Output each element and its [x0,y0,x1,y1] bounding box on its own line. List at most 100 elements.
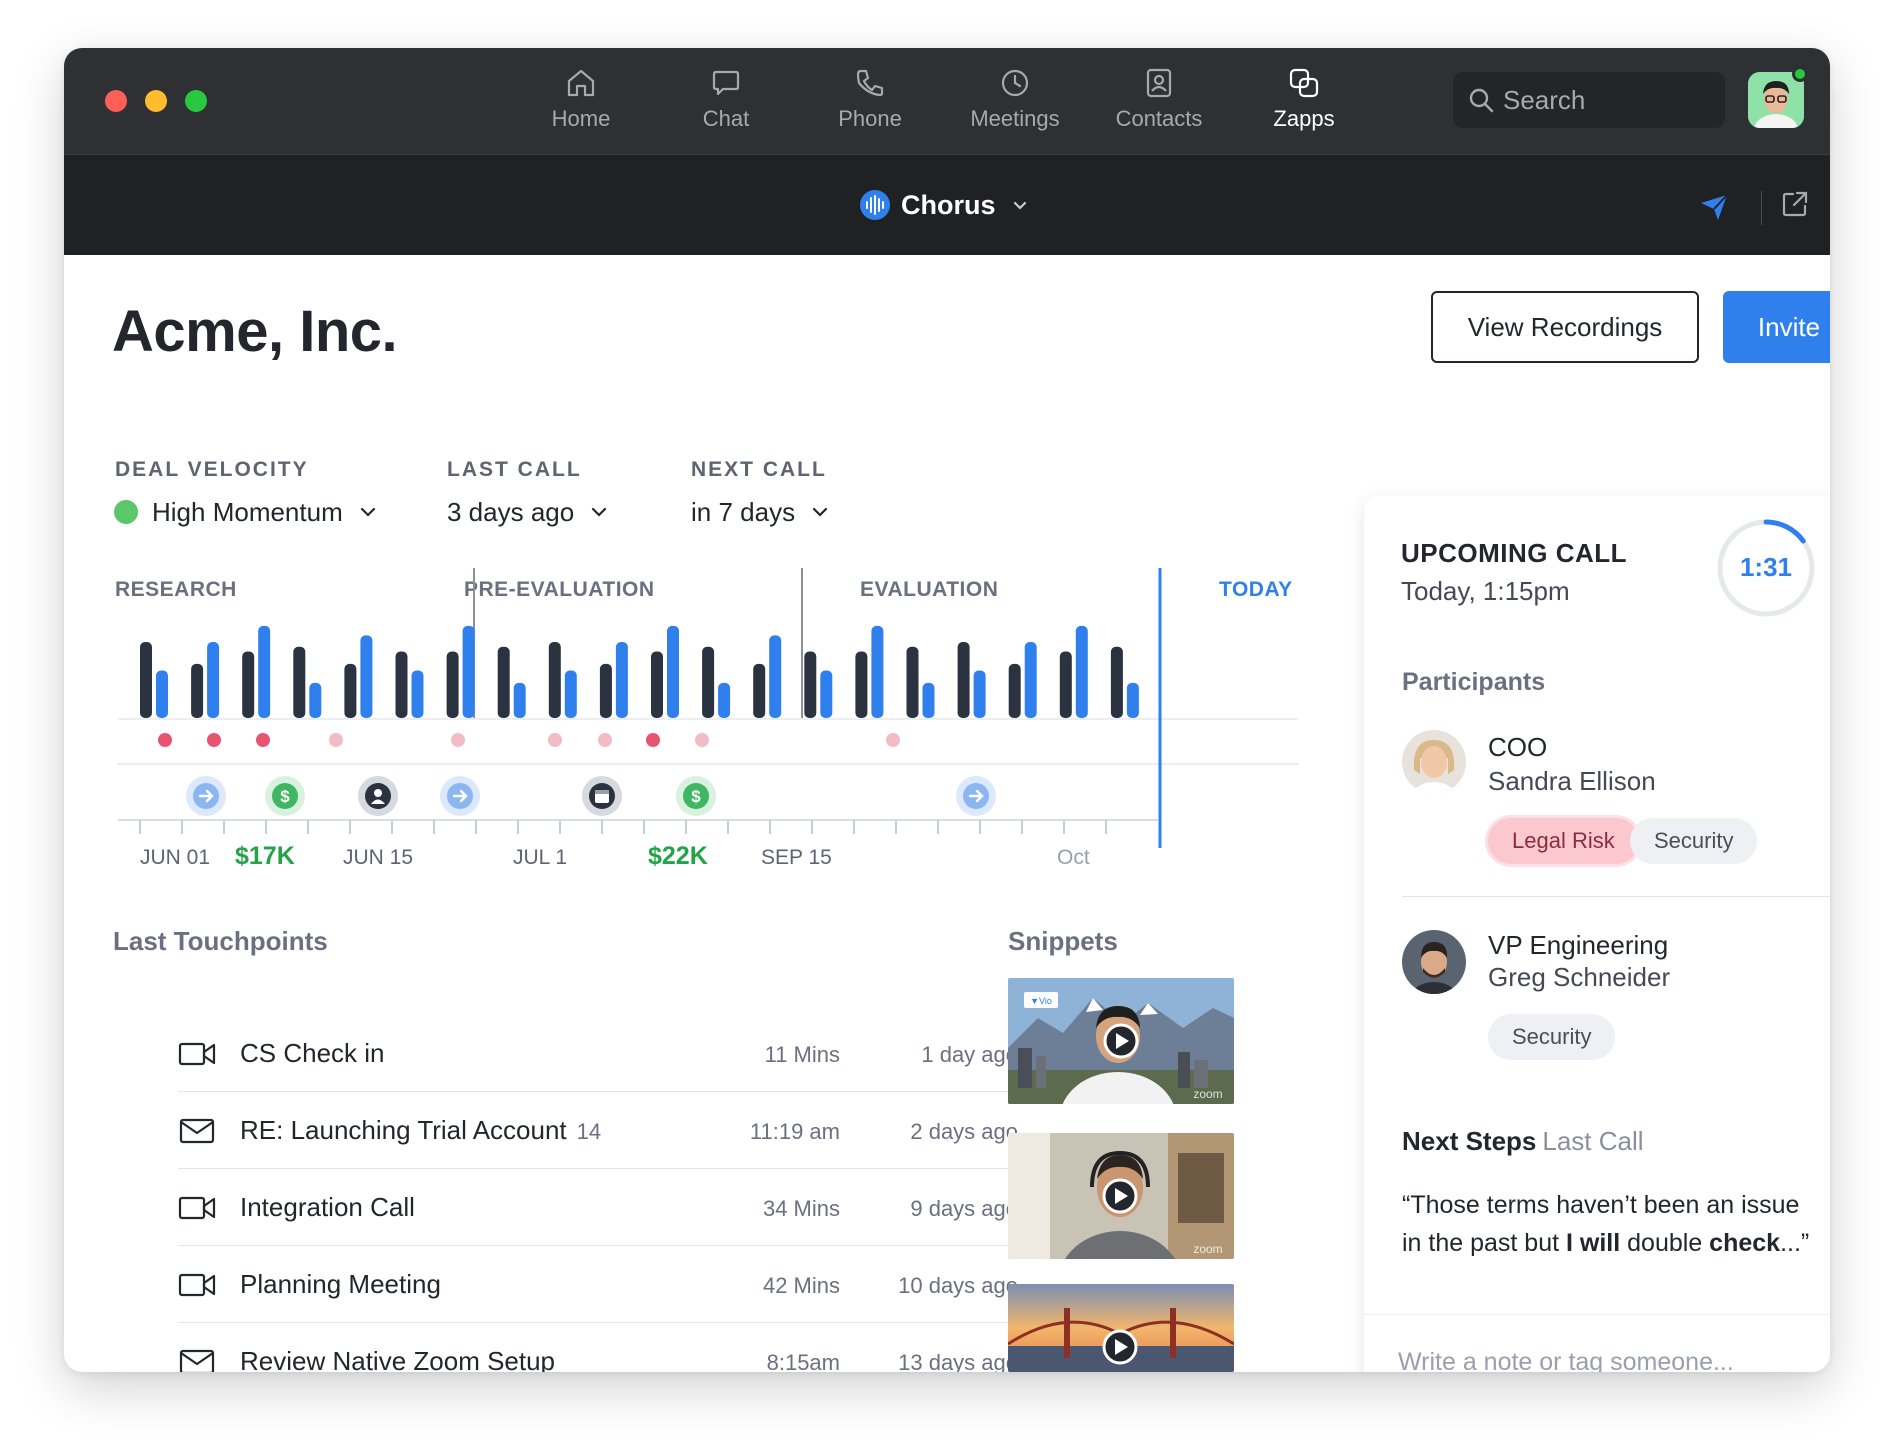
activity-bar-blue [922,682,935,718]
activity-bar-blue [615,642,628,718]
tag-security[interactable]: Security [1488,1014,1616,1060]
last-call-dropdown[interactable]: 3 days ago [447,492,610,532]
tag-security[interactable]: Security [1630,818,1758,864]
nav-zapps[interactable]: Zapps [1239,66,1369,138]
axis-label: JUN 15 [343,846,413,869]
activity-bar-blue [462,625,475,718]
touchpoint-ago: 2 days ago [910,1119,1018,1144]
nav-contacts[interactable]: Contacts [1094,66,1224,138]
zapps-icon [1289,68,1319,98]
dollar-glyph: $ [691,787,701,806]
snippet-thumbnail-1: ▼Vio zoom [1008,978,1234,1104]
external-link-icon[interactable] [1780,189,1810,219]
phase-label-research: RESEARCH [115,578,237,601]
nav-home[interactable]: Home [516,66,646,138]
participant-divider [1402,896,1830,897]
touchpoint-duration: 34 Mins [762,1196,840,1221]
activity-bar-dark [651,651,663,718]
user-avatar[interactable] [1748,72,1804,128]
play-icon [1116,1033,1129,1049]
chat-icon [712,70,740,96]
activity-dot [329,733,343,747]
video-camera-icon [178,1273,216,1297]
activity-bar-blue [513,682,526,718]
close-window-button[interactable] [105,90,127,112]
upcoming-call-time: Today, 1:15pm [1401,576,1570,606]
axis-label: $22K [648,842,708,870]
tag-legal-risk[interactable]: Legal Risk [1488,818,1639,864]
upcoming-call-title: UPCOMING CALL [1401,538,1628,568]
touchpoint-title: CS Check in [240,1038,385,1068]
touchpoint-row[interactable]: Integration Call 34 Mins 9 days ago [178,1170,1018,1246]
chevron-down-icon [592,507,607,517]
nav-chat[interactable]: Chat [661,66,791,138]
snippet-badge: ▼Vio [1030,996,1052,1006]
user-avatar-image [1748,72,1804,128]
activity-bar-dark [293,646,306,718]
snippet-video-1[interactable]: ▼Vio zoom [1008,978,1234,1104]
activity-bar-blue [973,670,986,718]
deal-velocity-dropdown[interactable]: High Momentum [114,492,379,532]
nav-phone[interactable]: Phone [805,66,935,138]
participant-avatar[interactable] [1402,730,1466,794]
touchpoint-row[interactable]: CS Check in 11 Mins 1 day ago [178,1016,1018,1092]
quote-emphasis: check [1709,1229,1781,1257]
countdown-ring [1717,519,1815,617]
touchpoint-ago: 13 days ago [898,1350,1018,1372]
app-switcher[interactable]: Chorus [859,183,1030,227]
clock-icon [1001,69,1029,97]
activity-bar-blue [820,670,833,718]
participant-photo [1402,730,1466,794]
next-steps-title: Next Steps [1402,1126,1537,1156]
nav-meetings[interactable]: Meetings [950,66,1080,138]
timeline-chart: $ $ JUN 01 $17K JUN 15 JUL 1 $22K SEP 15 Oct [118,568,1298,870]
participants-title: Participants [1402,668,1546,696]
axis-label: Oct [1057,846,1090,869]
quote-text: “Those terms haven’t been an issue in th… [1402,1191,1800,1257]
next-steps-subtitle: Last Call [1542,1126,1644,1156]
top-nav-bar: Home Chat Phone Meetings Contacts Zapps [64,48,1830,154]
search-box[interactable] [1453,72,1725,128]
touchpoints-title: Last Touchpoints [113,926,328,956]
dollar-icon [683,783,709,809]
maximize-window-button[interactable] [185,90,207,112]
app-name: Chorus [901,189,996,220]
video-camera-icon [178,1196,216,1220]
activity-bar-blue [411,670,424,718]
snippet-video-3[interactable] [1008,1284,1234,1372]
search-input[interactable] [1503,80,1713,120]
invite-button[interactable]: Invite [1723,291,1830,363]
touchpoint-ago: 9 days ago [910,1196,1018,1221]
activity-bar-blue [564,670,577,718]
touchpoint-row[interactable]: Review Native Zoom Setup 8:15am 13 days ag… [178,1324,1018,1372]
touchpoint-row[interactable]: Planning Meeting 42 Mins 10 days ago [178,1247,1018,1323]
minimize-window-button[interactable] [145,90,167,112]
momentum-indicator [114,500,138,524]
activity-dot [158,733,172,747]
activity-bar-dark [1110,646,1123,718]
chevron-down-icon [812,507,828,517]
activity-bar-blue [769,635,782,718]
envelope-icon [179,1118,215,1144]
activity-bar-blue [1024,642,1037,718]
note-input[interactable] [1398,1337,1818,1372]
dollar-icon [272,783,298,809]
next-call-label: NEXT CALL [691,458,827,481]
snippet-video-2[interactable]: zoom [1008,1133,1234,1259]
next-call-dropdown[interactable]: in 7 days [691,492,831,532]
participant-name: Sandra Ellison [1488,766,1656,796]
participant-avatar[interactable] [1402,930,1466,994]
upcoming-call-panel: UPCOMING CALL Today, 1:15pm 1:31 Partici… [1364,496,1830,1372]
view-recordings-button[interactable]: View Recordings [1431,291,1699,363]
chevron-down-icon [360,507,375,517]
activity-bar-dark [446,651,459,718]
axis-label: JUN 01 [140,846,210,869]
activity-bar-dark [753,663,766,718]
activity-dot [548,733,562,747]
activity-dot [695,733,709,747]
send-icon[interactable] [1698,191,1730,223]
activity-bar-dark [395,651,408,718]
chevron-down-icon [1013,201,1026,210]
touchpoint-row[interactable]: RE: Launching Trial Account 14 11:19 am 2 d… [178,1093,1018,1169]
activity-dot [646,733,660,747]
